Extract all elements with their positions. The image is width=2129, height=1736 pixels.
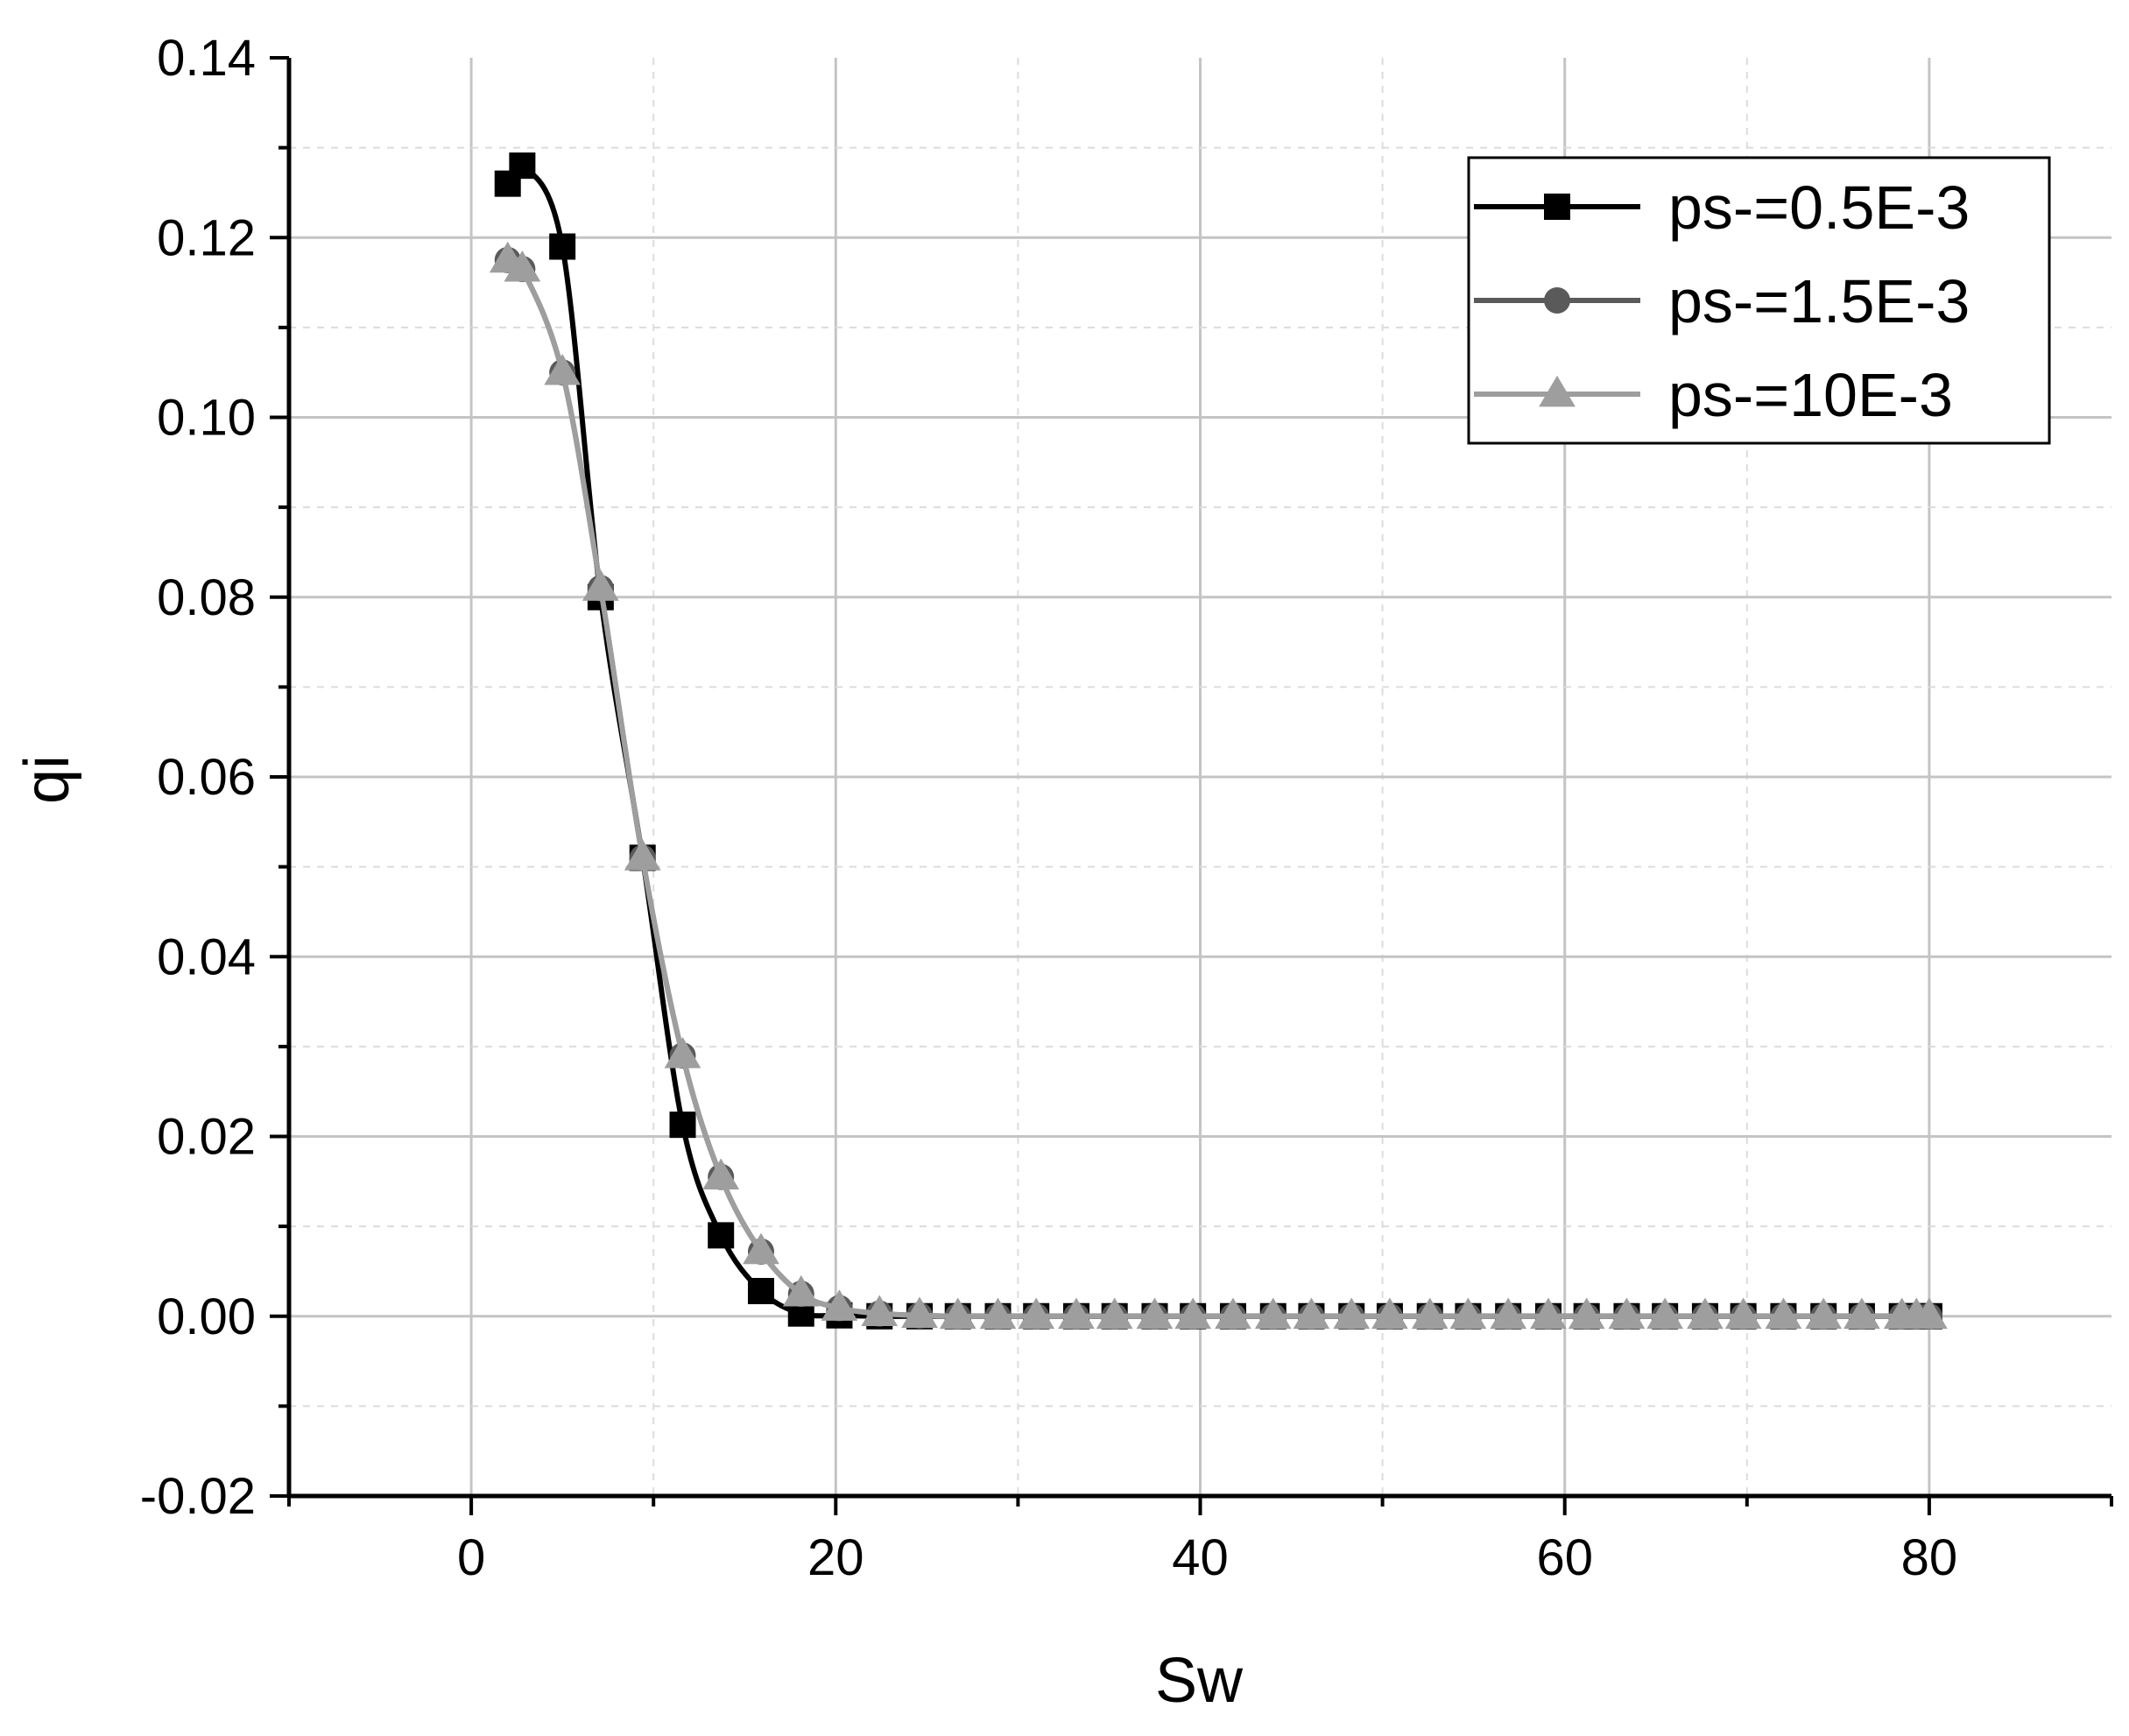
x-tick-label: 20 bbox=[807, 1529, 864, 1586]
data-point bbox=[1018, 1297, 1055, 1330]
y-tick-label: 0.14 bbox=[157, 30, 256, 87]
series-layer bbox=[489, 152, 1948, 1330]
data-point bbox=[664, 1036, 701, 1069]
legend-label: ps-=1.5E-3 bbox=[1668, 267, 1970, 335]
y-tick-label: 0.06 bbox=[157, 749, 256, 806]
legend-marker bbox=[1544, 287, 1570, 314]
data-point bbox=[1911, 1297, 1948, 1330]
data-point bbox=[747, 1278, 774, 1305]
data-point bbox=[669, 1111, 696, 1139]
data-point bbox=[582, 569, 619, 601]
data-point bbox=[1215, 1297, 1251, 1330]
x-tick-label: 80 bbox=[1901, 1529, 1958, 1586]
y-tick-label: 0.10 bbox=[157, 390, 256, 447]
data-point bbox=[821, 1289, 858, 1321]
data-point bbox=[1687, 1297, 1724, 1330]
legend: ps-=0.5E-3 ps-=1.5E-3 ps-=10E-3 bbox=[1467, 156, 2051, 445]
data-point bbox=[1371, 1297, 1408, 1330]
data-point bbox=[708, 1222, 735, 1249]
data-point bbox=[1333, 1297, 1371, 1330]
y-tick-label: 0.12 bbox=[157, 209, 256, 266]
data-point bbox=[1765, 1297, 1802, 1330]
y-tick-label: 0.00 bbox=[157, 1288, 256, 1345]
y-tick-label: 0.08 bbox=[157, 569, 256, 626]
data-point bbox=[1411, 1297, 1449, 1330]
data-point bbox=[1293, 1297, 1330, 1330]
x-tick-label: 40 bbox=[1172, 1529, 1229, 1586]
data-point bbox=[544, 353, 582, 385]
data-point bbox=[1608, 1297, 1646, 1330]
axes: 0 20 40 60 80 -0.02 0.00 0.02 0.04 0.06 0.08 0.10 0.… bbox=[140, 30, 2113, 1586]
data-point bbox=[939, 1297, 976, 1330]
data-point bbox=[1254, 1297, 1292, 1330]
data-point bbox=[1096, 1297, 1133, 1330]
legend-item: ps-=10E-3 bbox=[1474, 361, 1953, 429]
data-point bbox=[743, 1232, 779, 1265]
x-tick-label: 0 bbox=[457, 1529, 485, 1586]
legend-item: ps-=0.5E-3 bbox=[1474, 173, 1970, 242]
legend-label: ps-=0.5E-3 bbox=[1668, 173, 1970, 242]
data-point bbox=[861, 1295, 899, 1327]
y-axis-label: qi bbox=[12, 755, 82, 804]
y-tick-label: 0.04 bbox=[157, 928, 256, 985]
x-axis-label: Sw bbox=[1155, 1646, 1244, 1716]
data-point bbox=[509, 152, 536, 180]
data-point bbox=[549, 233, 576, 260]
data-point bbox=[1724, 1297, 1762, 1330]
data-point bbox=[1843, 1297, 1880, 1330]
data-point bbox=[1805, 1297, 1843, 1330]
legend-item: ps-=1.5E-3 bbox=[1474, 267, 1970, 335]
data-point bbox=[901, 1296, 938, 1329]
data-point bbox=[782, 1274, 820, 1307]
y-tick-label: -0.02 bbox=[140, 1468, 256, 1525]
legend-marker bbox=[1539, 375, 1576, 407]
series-3 bbox=[489, 241, 1948, 1330]
data-point bbox=[1646, 1297, 1684, 1330]
data-point bbox=[702, 1158, 740, 1190]
data-point bbox=[1530, 1297, 1567, 1330]
data-point bbox=[624, 839, 661, 871]
data-point bbox=[504, 250, 541, 282]
x-tick-label: 60 bbox=[1536, 1529, 1593, 1586]
grid bbox=[289, 58, 2111, 1496]
data-point bbox=[1568, 1297, 1605, 1330]
legend-marker bbox=[1544, 194, 1570, 220]
data-point bbox=[1490, 1297, 1527, 1330]
data-point bbox=[1449, 1297, 1487, 1330]
legend-label: ps-=10E-3 bbox=[1668, 361, 1953, 429]
data-point bbox=[979, 1297, 1017, 1330]
data-point bbox=[1136, 1297, 1174, 1330]
data-point bbox=[1174, 1297, 1212, 1330]
data-point bbox=[1058, 1297, 1095, 1330]
y-tick-label: 0.02 bbox=[157, 1109, 256, 1166]
